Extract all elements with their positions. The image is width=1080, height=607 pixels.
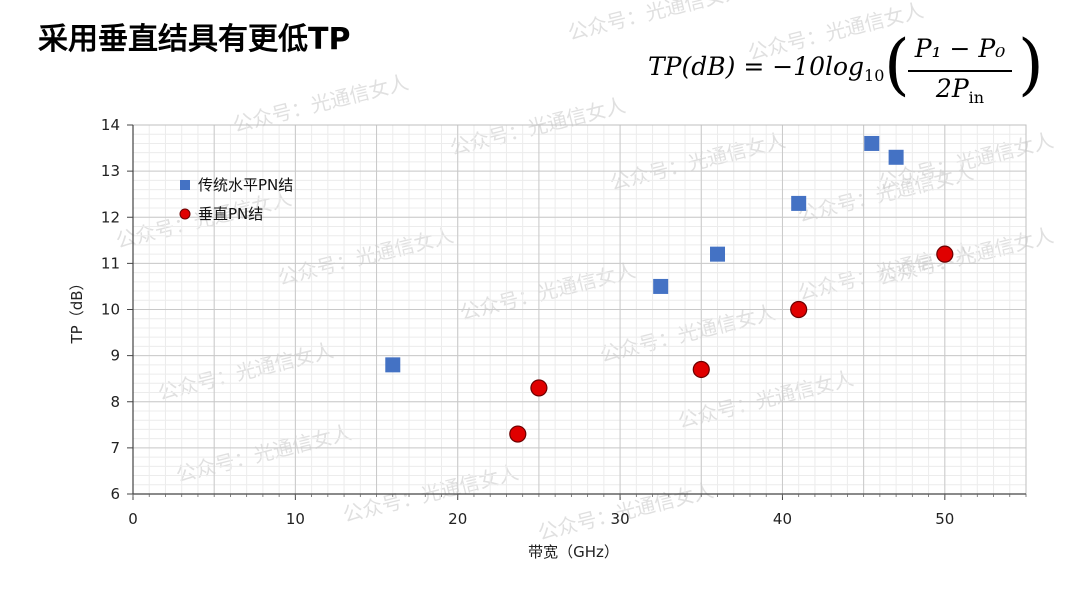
x-tick-label: 0 <box>128 510 138 528</box>
x-tick-label: 10 <box>286 510 305 528</box>
formula-numerator: P₁ − P₀ <box>914 34 1006 63</box>
watermark-text: 公众号：光通信女人 <box>275 223 455 290</box>
formula-lhs: TP(dB) = −10log10 <box>648 52 885 85</box>
y-tick-label: 11 <box>101 254 120 272</box>
y-tick-label: 13 <box>101 162 120 180</box>
data-point-square <box>385 357 401 373</box>
formula-right-paren: ) <box>1018 26 1044 103</box>
y-tick-label: 7 <box>110 439 120 457</box>
watermark-text: 公众号：光通信女人 <box>230 70 410 137</box>
data-point-square <box>864 135 880 151</box>
formula-fraction-bar <box>908 70 1012 72</box>
y-tick-label: 8 <box>110 393 120 411</box>
data-point-square <box>888 149 904 165</box>
data-point-circle <box>530 379 548 397</box>
page-title: 采用垂直结具有更低TP <box>38 22 351 57</box>
watermark-text: 公众号：光通信女人 <box>155 338 335 405</box>
legend-label: 传统水平PN结 <box>198 176 293 194</box>
data-point-square <box>791 195 807 211</box>
formula-denominator: 2Pin <box>935 74 985 107</box>
data-point-circle <box>509 425 527 443</box>
legend-circle-marker <box>179 208 191 220</box>
x-tick-label: 40 <box>773 510 792 528</box>
formula-den-sub: in <box>968 88 985 107</box>
y-axis-title: TP（dB） <box>68 275 86 344</box>
legend-label: 垂直PN结 <box>198 205 263 223</box>
watermark-text: 公众号：光通信女人 <box>447 93 627 160</box>
y-tick-label: 6 <box>110 485 120 503</box>
tp-formula: TP(dB) = −10log10 ( P₁ − P₀ 2Pin ) <box>648 26 1068 112</box>
formula-left-paren: ( <box>884 26 910 103</box>
legend-square-marker <box>180 180 190 190</box>
watermark-text: 公众号：光通信女人 <box>745 0 925 65</box>
watermark-text: 公众号：光通信女人 <box>597 300 777 367</box>
x-tick-label: 30 <box>611 510 630 528</box>
y-tick-label: 14 <box>101 116 120 134</box>
x-tick-label: 20 <box>448 510 467 528</box>
watermark-text: 公众号：光通信女人 <box>173 420 353 487</box>
data-point-circle <box>790 300 808 319</box>
x-axis-title: 带宽（GHz） <box>528 543 619 561</box>
formula-log-base: 10 <box>864 66 885 85</box>
watermark-text: 公众号：光通信女人 <box>565 0 745 45</box>
data-point-square <box>653 278 669 294</box>
data-point-circle <box>936 245 954 263</box>
x-tick-label: 50 <box>935 510 954 528</box>
y-tick-label: 12 <box>101 208 120 226</box>
y-tick-label: 10 <box>101 301 120 319</box>
data-point-circle <box>692 360 710 379</box>
data-point-square <box>710 246 726 262</box>
y-tick-label: 9 <box>110 347 120 365</box>
